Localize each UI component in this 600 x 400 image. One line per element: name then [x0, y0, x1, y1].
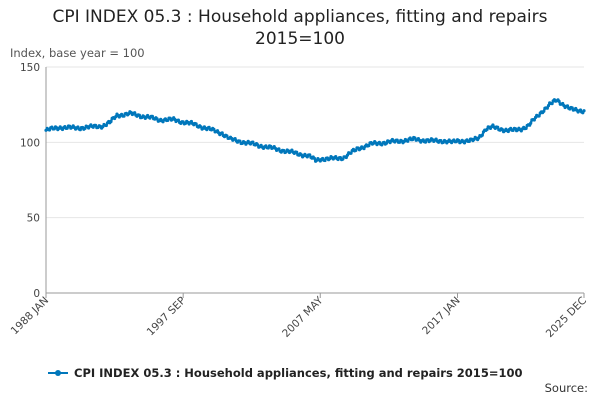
chart-title: CPI INDEX 05.3 : Household appliances, f…: [0, 6, 600, 50]
y-axis-label: Index, base year = 100: [10, 46, 145, 60]
data-point: [524, 126, 528, 130]
data-point: [557, 99, 561, 103]
data-point: [194, 122, 198, 126]
data-point: [496, 125, 500, 129]
data-point: [212, 127, 216, 131]
data-point: [114, 115, 118, 119]
data-point: [485, 127, 489, 131]
data-point: [537, 114, 541, 118]
data-point: [546, 104, 551, 108]
data-point: [109, 119, 113, 124]
legend-line-marker-icon: [48, 368, 68, 378]
data-point: [542, 109, 546, 113]
data-point: [345, 153, 350, 157]
data-point: [349, 151, 353, 155]
data-point: [312, 156, 316, 160]
data-point: [233, 137, 237, 141]
data-point: [384, 141, 389, 145]
x-tick-label: 2025 DEC: [544, 295, 589, 340]
data-point: [344, 155, 348, 160]
x-tick-label: 2007 MAY: [280, 294, 326, 340]
data-point: [225, 134, 229, 138]
data-point: [545, 106, 549, 110]
y-tick-label: 50: [27, 213, 40, 225]
data-point: [529, 121, 533, 125]
chart-title-line-2: 2015=100: [255, 29, 345, 49]
x-tick-label: 2017 JAN: [420, 295, 462, 337]
y-tick-label: 0: [33, 288, 40, 300]
chart-title-line-1: CPI INDEX 05.3 : Household appliances, f…: [52, 7, 548, 27]
y-tick-label: 100: [20, 137, 40, 149]
x-tick-label: 1997 SEP: [145, 295, 189, 339]
data-point: [176, 118, 180, 122]
data-point: [354, 148, 358, 152]
data-point: [251, 140, 255, 144]
x-tick-label: 1988 JAN: [9, 295, 51, 337]
data-point: [295, 150, 299, 154]
data-point: [308, 153, 312, 157]
data-point: [362, 147, 366, 151]
data-point: [150, 114, 154, 118]
data-point: [367, 144, 371, 148]
legend[interactable]: CPI INDEX 05.3 : Household appliances, f…: [48, 366, 522, 380]
source-label: Source:: [544, 381, 588, 395]
data-point: [550, 102, 554, 106]
data-point: [133, 111, 137, 115]
data-point: [220, 131, 224, 135]
data-point: [256, 143, 260, 147]
data-point: [238, 139, 242, 143]
data-point: [532, 118, 536, 122]
data-point: [104, 123, 108, 128]
data-point: [137, 113, 141, 117]
data-point: [480, 133, 484, 137]
data-point: [122, 114, 126, 118]
data-point: [582, 109, 586, 113]
data-point: [155, 117, 159, 121]
legend-label: CPI INDEX 05.3 : Household appliances, f…: [74, 366, 523, 380]
y-tick-label: 150: [20, 62, 40, 74]
